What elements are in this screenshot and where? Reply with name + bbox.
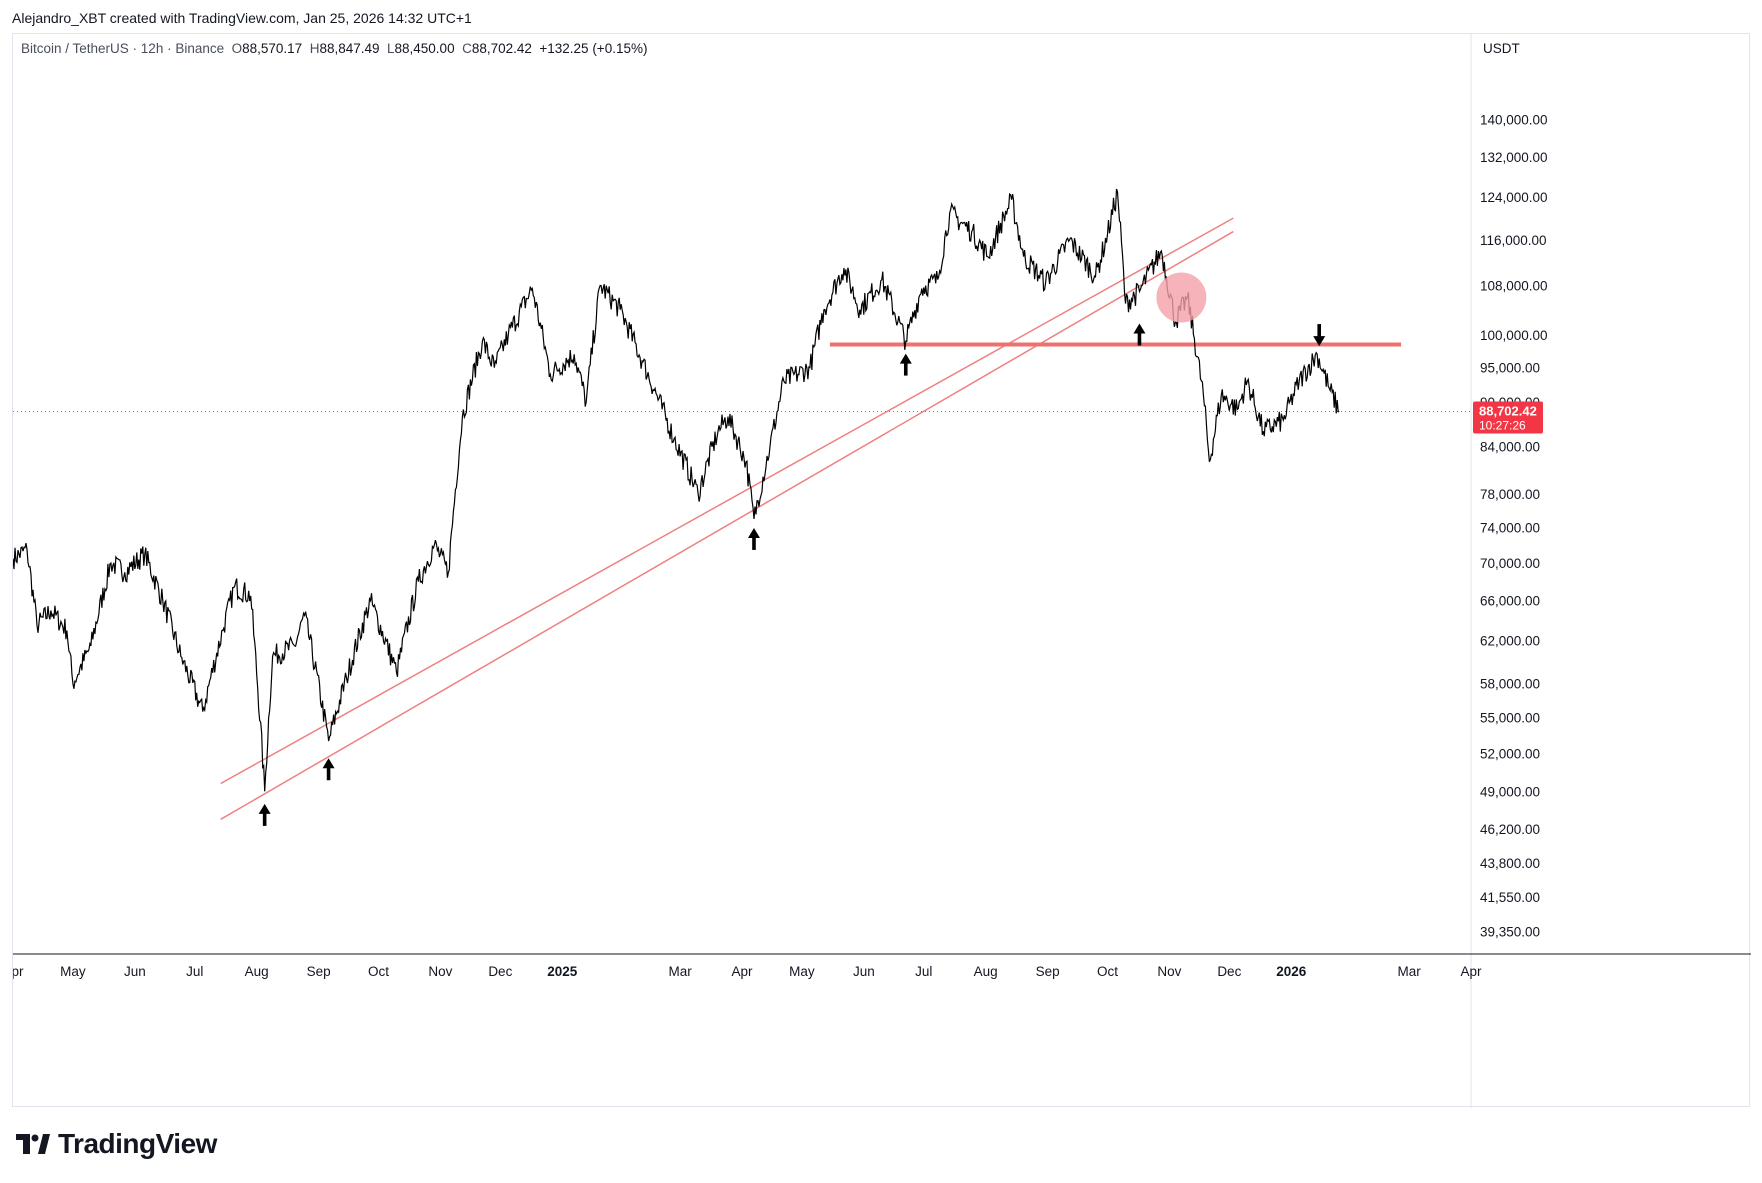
currency-label: USDT — [1483, 41, 1520, 56]
x-tick-label: Nov — [428, 964, 452, 979]
x-tick-label: Jun — [853, 964, 875, 979]
x-tick-label: Aug — [974, 964, 998, 979]
price-chart[interactable]: 140,000.00 132,000.00 124,000.00 116,000.00… — [13, 34, 1751, 1108]
x-tick-label: Mar — [668, 964, 692, 979]
high-label: H — [310, 41, 320, 56]
y-tick-label: 78,000.00 — [1480, 487, 1540, 502]
high-value: 88,847.49 — [319, 41, 387, 56]
x-tick-label: 2025 — [547, 964, 578, 979]
x-tick-label: Jun — [124, 964, 146, 979]
up-arrow-icon — [747, 527, 760, 550]
y-tick-label: 58,000.00 — [1480, 676, 1540, 691]
close-value: 88,702.42 — [472, 41, 540, 56]
last-price-value: 88,702.42 — [1479, 404, 1537, 419]
y-tick-label: 140,000.00 — [1480, 112, 1548, 127]
x-tick-label: Aug — [245, 964, 269, 979]
arrow-shaft — [326, 767, 331, 781]
arrow-head — [258, 803, 271, 814]
breakdown-circle-marker — [1156, 272, 1207, 323]
low-value: 88,450.00 — [395, 41, 463, 56]
x-tick-label: Sep — [307, 964, 331, 979]
arrow-head — [322, 758, 335, 769]
y-tick-label: 49,000.00 — [1480, 784, 1540, 799]
x-tick-label: Jul — [186, 964, 203, 979]
arrow-head — [1133, 323, 1146, 334]
brand-name: TradingView — [58, 1128, 217, 1159]
arrow-shaft — [1317, 324, 1322, 338]
x-tick-label: Dec — [1217, 964, 1241, 979]
x-tick-label: Dec — [488, 964, 512, 979]
x-tick-label: Sep — [1036, 964, 1060, 979]
ohlc-legend: Bitcoin / TetherUS · 12h · Binance O88,5… — [21, 41, 647, 56]
x-tick-label: May — [60, 964, 86, 979]
y-tick-label: 70,000.00 — [1480, 556, 1540, 571]
up-arrow-icon — [899, 353, 912, 376]
y-tick-label: 55,000.00 — [1480, 710, 1540, 725]
arrow-shaft — [752, 536, 756, 550]
x-tick-label: Oct — [368, 964, 389, 979]
x-tick-label: Mar — [1397, 964, 1421, 979]
y-tick-label: 84,000.00 — [1480, 439, 1540, 454]
up-arrow-icon — [322, 758, 335, 781]
y-tick-label: 116,000.00 — [1480, 233, 1547, 248]
x-tick-label: 2026 — [1276, 964, 1307, 979]
up-arrow-icon — [1133, 323, 1146, 346]
last-price-badge-bg — [1473, 401, 1543, 434]
y-tick-label: 95,000.00 — [1480, 361, 1540, 376]
y-tick-label: 100,000.00 — [1480, 328, 1548, 343]
down-arrow-icon — [1313, 324, 1326, 347]
y-tick-label: 52,000.00 — [1480, 746, 1540, 761]
x-tick-label: Oct — [1097, 964, 1118, 979]
arrow-head — [747, 527, 760, 538]
y-tick-label: 62,000.00 — [1480, 634, 1540, 649]
x-tick-label: Apr — [13, 964, 24, 979]
open-value: 88,570.17 — [242, 41, 310, 56]
arrow-shaft — [262, 812, 267, 826]
y-tick-label: 66,000.00 — [1480, 594, 1540, 609]
trend-line — [220, 230, 1234, 820]
y-tick-label: 41,550.00 — [1480, 890, 1540, 905]
arrow-head — [1313, 336, 1326, 347]
symbol-label: Bitcoin / TetherUS · 12h · Binance — [21, 41, 232, 56]
open-label: O — [232, 41, 243, 56]
close-label: C — [462, 41, 472, 56]
tradingview-brand[interactable]: TradingView — [16, 1128, 217, 1160]
trend-line — [220, 217, 1234, 785]
y-tick-label: 74,000.00 — [1480, 520, 1540, 535]
x-tick-label: Jul — [915, 964, 932, 979]
up-arrow-icon — [258, 803, 271, 826]
price-series-line — [13, 188, 1340, 792]
chart-credit: Alejandro_XBT created with TradingView.c… — [12, 10, 472, 26]
y-tick-label: 132,000.00 — [1480, 150, 1548, 165]
x-tick-label: May — [789, 964, 815, 979]
chart-frame[interactable]: 140,000.00 132,000.00 124,000.00 116,000.00… — [12, 33, 1751, 1108]
y-tick-label: 46,200.00 — [1480, 822, 1540, 837]
bar-countdown: 10:27:26 — [1479, 419, 1526, 433]
arrow-shaft — [1137, 332, 1142, 346]
x-tick-label: Apr — [1460, 964, 1482, 979]
y-tick-label: 43,800.00 — [1480, 856, 1540, 871]
arrow-shaft — [903, 362, 908, 376]
low-label: L — [387, 41, 395, 56]
y-tick-label: 39,350.00 — [1480, 925, 1540, 940]
arrow-head — [899, 353, 912, 364]
y-tick-label: 124,000.00 — [1480, 190, 1548, 205]
x-tick-label: Nov — [1157, 964, 1181, 979]
y-tick-label: 108,000.00 — [1480, 279, 1548, 294]
tradingview-logo-icon — [16, 1134, 50, 1154]
x-tick-label: Apr — [731, 964, 753, 979]
change-value: +132.25 (+0.15%) — [539, 41, 647, 56]
